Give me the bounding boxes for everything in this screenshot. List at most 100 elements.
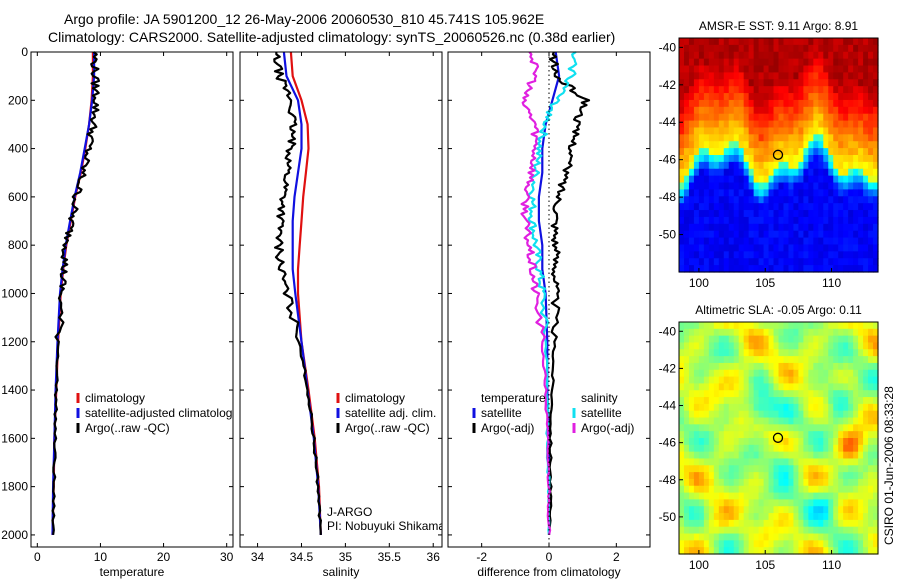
heatmap-cell	[853, 526, 859, 535]
heatmap-cell	[818, 196, 824, 204]
heatmap-cell	[753, 155, 760, 163]
heatmap-cell	[828, 148, 834, 156]
heatmap-cell	[828, 403, 834, 412]
heatmap-cell	[728, 335, 735, 344]
heatmap-cell	[793, 438, 799, 446]
heatmap-cell	[873, 492, 879, 501]
heatmap-cell	[743, 65, 750, 74]
heatmap-cell	[868, 265, 874, 273]
heatmap-cell	[863, 203, 869, 211]
heatmap-cell	[713, 547, 720, 555]
heatmap-cell	[843, 547, 849, 555]
x-tick-label: 34	[251, 550, 265, 564]
heatmap-cell	[863, 210, 869, 218]
heatmap-cell	[718, 322, 725, 330]
heatmap-cell	[843, 182, 849, 191]
heatmap-cell	[823, 182, 829, 191]
heatmap-cell	[718, 362, 725, 371]
heatmap-cell	[693, 127, 700, 135]
heatmap-cell	[833, 424, 839, 432]
heatmap-cell	[748, 376, 755, 385]
heatmap-cell	[853, 120, 859, 129]
heatmap-cell	[803, 431, 809, 439]
heatmap-cell	[843, 44, 849, 53]
heatmap-cell	[828, 417, 834, 425]
heatmap-cell	[698, 513, 705, 521]
heatmap-cell	[693, 526, 700, 535]
heatmap-cell	[783, 506, 790, 514]
heatmap-cell	[833, 465, 839, 473]
heatmap-cell	[688, 51, 695, 60]
heatmap-cell	[698, 196, 705, 204]
heatmap-cell	[793, 526, 799, 535]
heatmap-cell	[733, 424, 740, 432]
heatmap-cell	[833, 182, 839, 191]
heatmap-cell	[743, 175, 750, 184]
heatmap-cell	[703, 148, 710, 156]
heatmap-cell	[683, 356, 690, 364]
heatmap-cell	[873, 403, 879, 412]
heatmap-cell	[863, 106, 869, 115]
heatmap-cell	[758, 175, 765, 184]
heatmap-cell	[873, 383, 879, 391]
heatmap-cell	[738, 93, 745, 101]
heatmap-cell	[783, 210, 790, 218]
heatmap-cell	[818, 161, 824, 170]
heatmap-cell	[758, 244, 765, 252]
heatmap-cell	[858, 519, 864, 528]
heatmap-cell	[758, 168, 765, 177]
heatmap-cell	[848, 127, 854, 135]
heatmap-cell	[803, 349, 809, 357]
heatmap-cell	[828, 322, 834, 330]
heatmap-cell	[833, 458, 839, 466]
heatmap-cell	[833, 265, 839, 273]
heatmap-cell	[758, 93, 765, 101]
heatmap-cell	[838, 540, 844, 548]
heatmap-cell	[688, 438, 695, 446]
heatmap-cell	[718, 533, 725, 541]
heatmap-cell	[708, 148, 715, 156]
heatmap-cell	[738, 216, 745, 225]
heatmap-cell	[818, 424, 824, 432]
heatmap-cell	[868, 335, 874, 344]
heatmap-cell	[693, 155, 700, 163]
heatmap-cell	[803, 189, 809, 197]
heatmap-cell	[808, 161, 814, 170]
heatmap-cell	[708, 519, 715, 528]
heatmap-cell	[718, 519, 725, 528]
heatmap-cell	[853, 472, 859, 480]
heatmap-cell	[873, 499, 879, 507]
heatmap-cell	[679, 127, 685, 135]
heatmap-cell	[828, 258, 834, 266]
x-tick-label: 2	[613, 550, 620, 564]
heatmap-cell	[838, 244, 844, 252]
heatmap-cell	[713, 51, 720, 60]
heatmap-cell	[778, 369, 785, 378]
heatmap-cell	[843, 444, 849, 453]
heatmap-cell	[863, 540, 869, 548]
heatmap-cell	[853, 86, 859, 94]
heatmap-cell	[688, 499, 695, 507]
heatmap-cell	[728, 134, 735, 142]
heatmap-cell	[679, 417, 685, 425]
heatmap-cell	[788, 506, 795, 514]
heatmap-cell	[738, 203, 745, 211]
heatmap-cell	[688, 99, 695, 108]
heatmap-cell	[748, 244, 755, 252]
heatmap-cell	[723, 417, 730, 425]
heatmap-cell	[683, 134, 690, 142]
heatmap-cell	[843, 472, 849, 480]
heatmap-cell	[698, 485, 705, 494]
heatmap-cells	[679, 38, 879, 273]
heatmap-cell	[833, 362, 839, 371]
heatmap-cell	[703, 547, 710, 555]
heatmap-cell	[768, 376, 775, 385]
heatmap-cell	[838, 417, 844, 425]
heatmap-cell	[843, 506, 849, 514]
heatmap-cell	[818, 258, 824, 266]
map-y-tick-label: -44	[659, 399, 677, 413]
heatmap-cell	[713, 93, 720, 101]
heatmap-cell	[813, 540, 819, 548]
heatmap-cell	[748, 161, 755, 170]
heatmap-cell	[683, 203, 690, 211]
